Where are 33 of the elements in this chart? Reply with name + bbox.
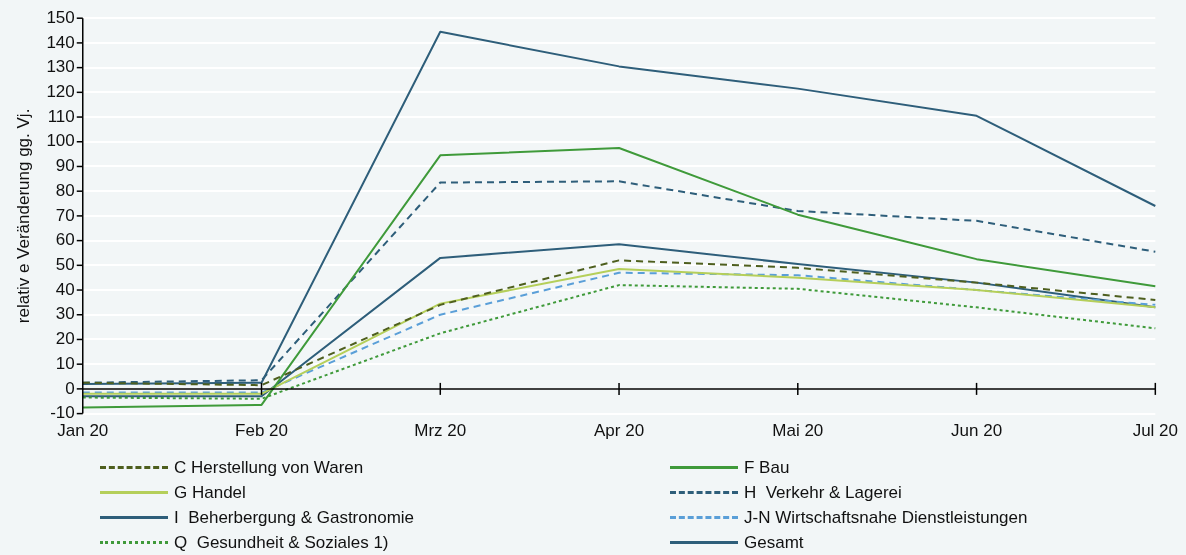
y-tick-label: -10 [50, 403, 75, 423]
legend-label: F Bau [744, 457, 790, 478]
y-axis-title: relativ e Veränderung gg. Vj. [13, 108, 33, 324]
y-tick-label: 10 [55, 353, 75, 373]
x-tick-label: Feb 20 [235, 421, 288, 441]
legend-label: Gesamt [744, 532, 804, 553]
x-tick-label: Mrz 20 [414, 421, 467, 441]
y-tick-label: 150 [46, 7, 75, 27]
legend-label: I Beherbergung & Gastronomie [174, 507, 415, 528]
y-tick-label: 80 [55, 180, 75, 200]
y-tick-label: 70 [55, 205, 75, 225]
x-tick-label: Jul 20 [1132, 421, 1179, 441]
y-tick-label: 30 [55, 304, 75, 324]
x-tick-label: Apr 20 [593, 421, 645, 441]
legend-label: C Herstellung von Waren [174, 457, 364, 478]
x-tick-label: Jun 20 [951, 421, 1003, 441]
legend-label: J-N Wirtschaftsnahe Dienstleistungen [744, 507, 1028, 528]
y-tick-label: 40 [55, 279, 75, 299]
y-tick-label: 20 [55, 329, 75, 349]
legend-label: G Handel [174, 482, 246, 503]
y-tick-label: 0 [65, 378, 75, 398]
y-tick-label: 50 [55, 255, 75, 275]
y-tick-label: 130 [46, 57, 75, 77]
y-tick-label: 60 [55, 230, 75, 250]
legend-label: Q Gesundheit & Soziales 1) [174, 532, 389, 553]
y-tick-label: 100 [46, 131, 75, 151]
y-tick-label: 140 [46, 32, 75, 52]
y-tick-label: 110 [47, 106, 75, 126]
y-tick-label: 120 [46, 82, 75, 102]
x-tick-label: Mai 20 [772, 421, 824, 441]
legend-label: H Verkehr & Lagerei [744, 482, 902, 503]
x-tick-label: Jan 20 [57, 421, 109, 441]
y-tick-label: 90 [55, 156, 75, 176]
